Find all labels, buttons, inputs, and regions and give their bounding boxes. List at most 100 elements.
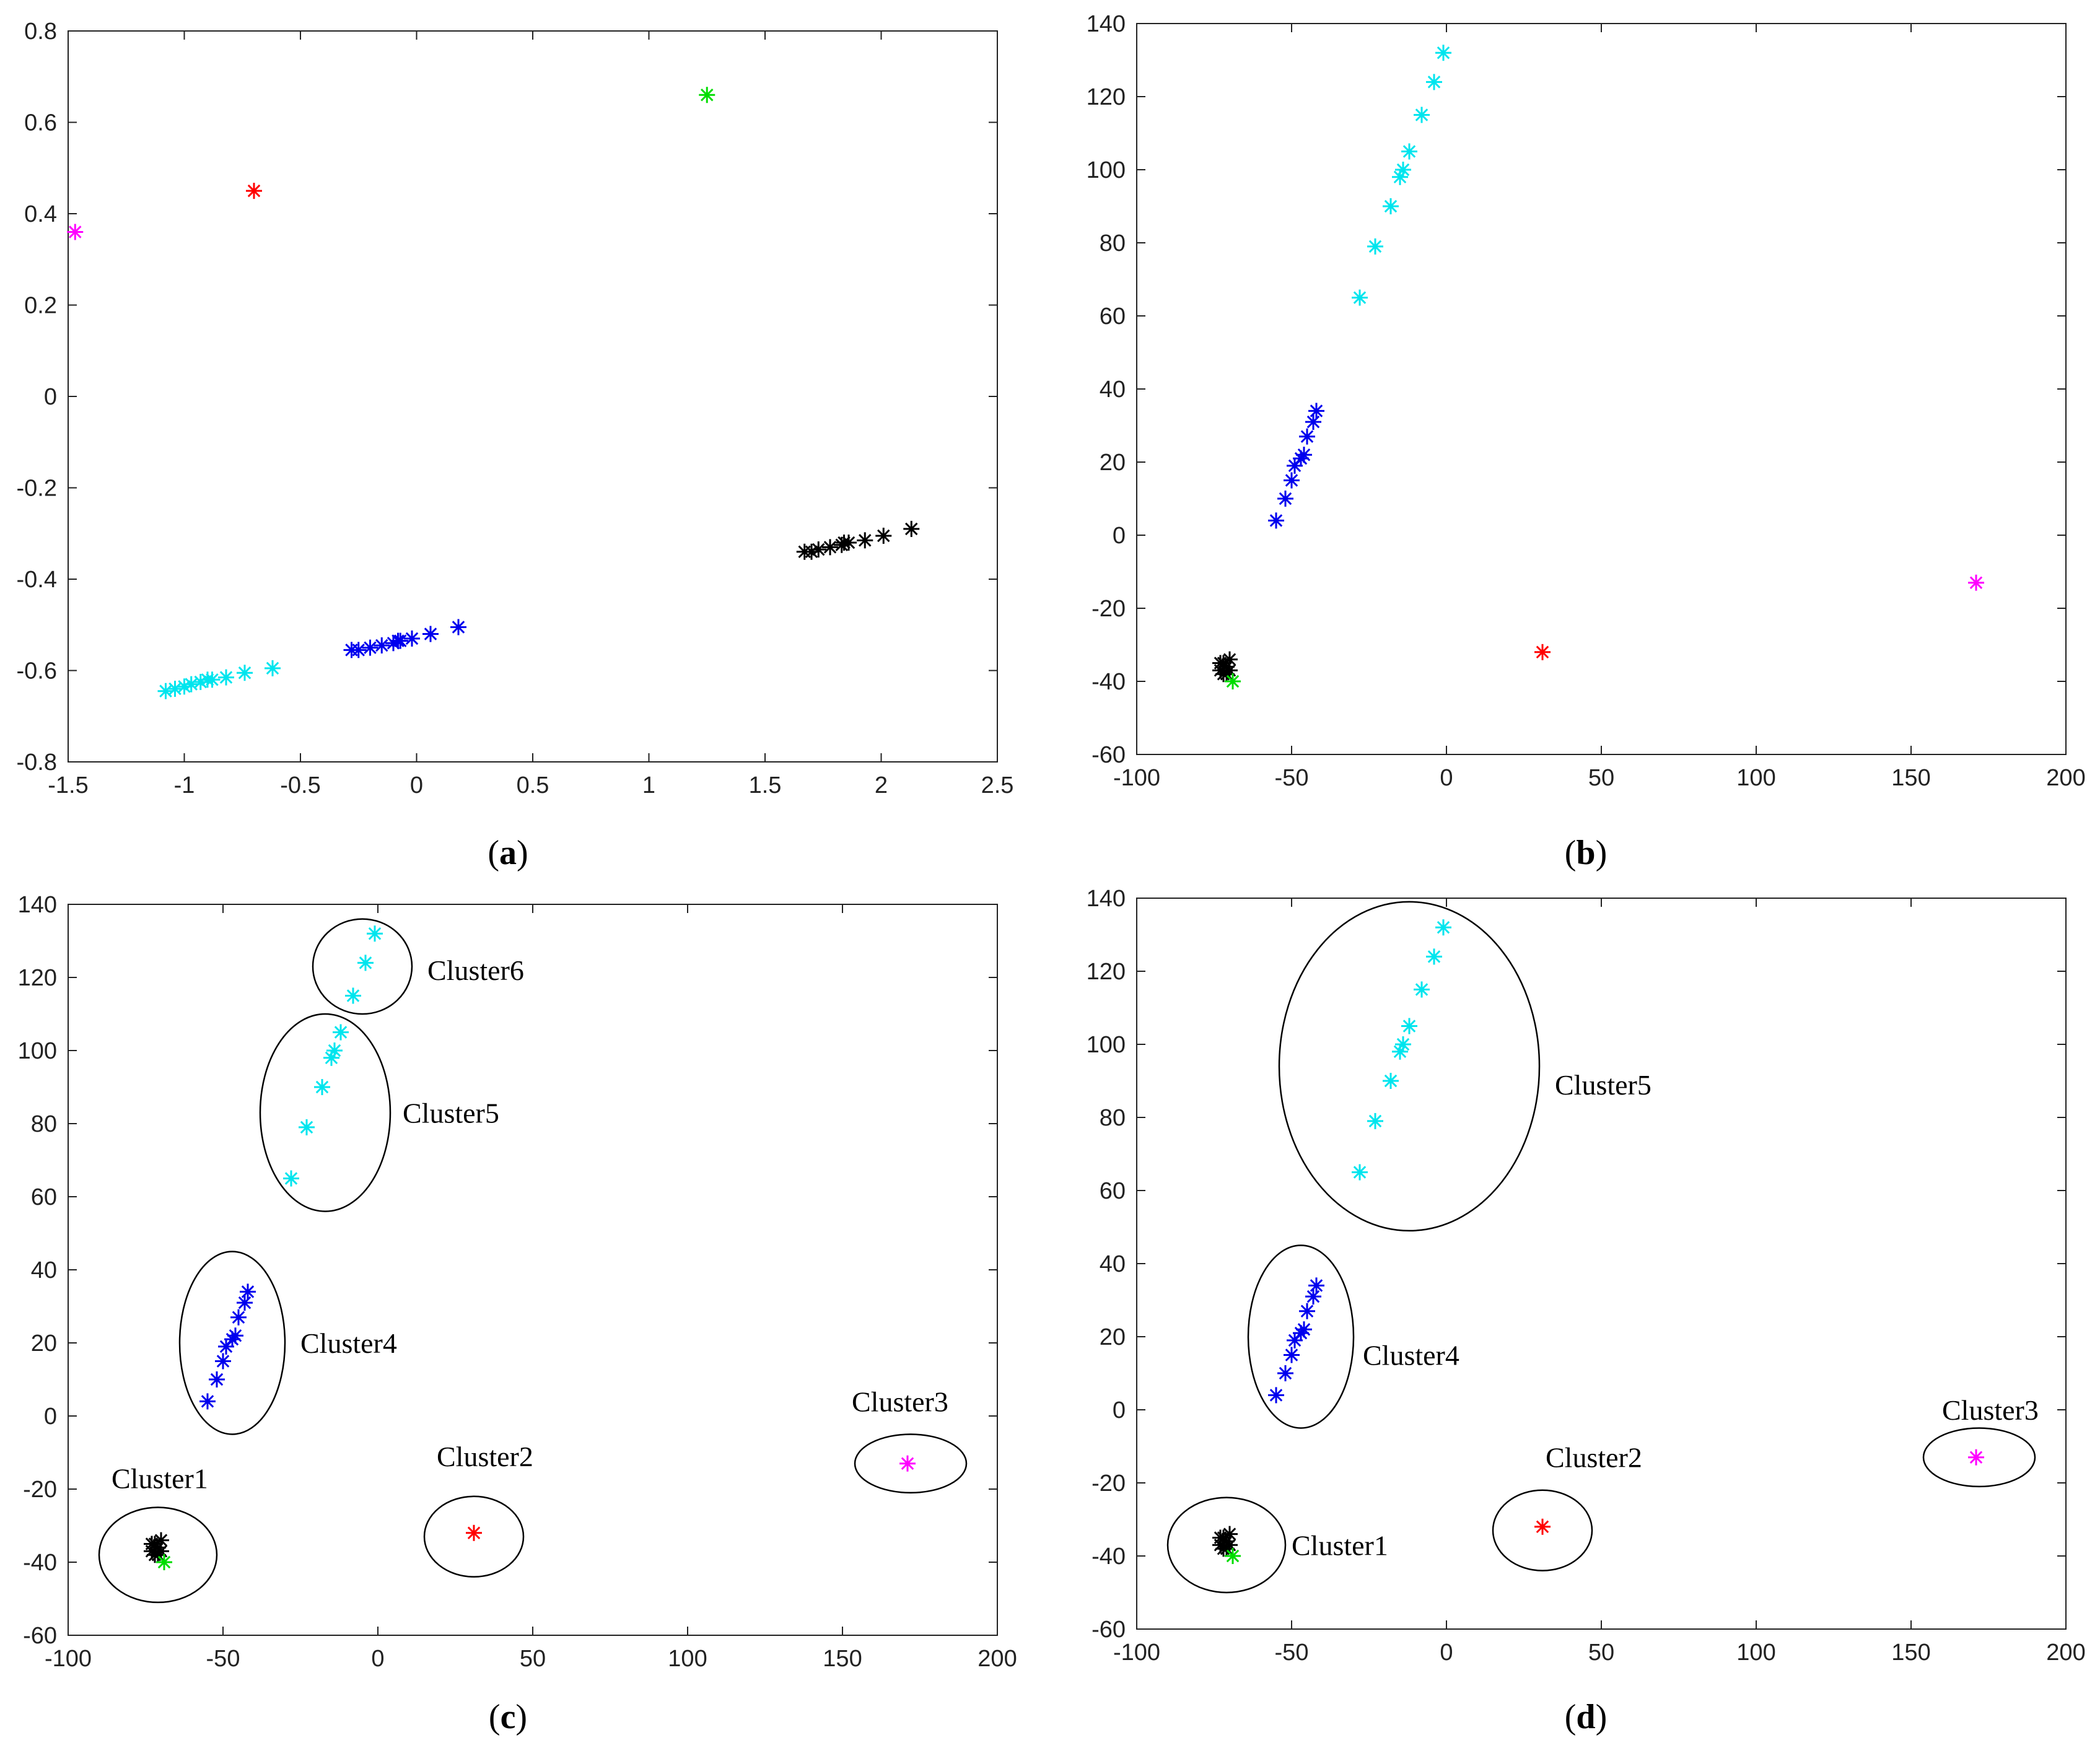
- y-tick-label: -40: [23, 1550, 57, 1576]
- cluster-label: Cluster5: [403, 1097, 499, 1129]
- cluster-ellipse: [312, 918, 413, 1015]
- cluster-ellipse: [1166, 1497, 1287, 1594]
- asterisk-stroke: [1223, 664, 1236, 677]
- asterisk-stroke: [210, 1373, 224, 1386]
- x-tick-label: 0.5: [517, 772, 549, 798]
- panel-a-marks: [67, 87, 920, 699]
- panel-b-label-letter: b: [1576, 834, 1595, 872]
- panel-a-ticks: -1.5 -1 -0.5 0 0.5 1 1.5 2 2.5 -0.8 -0.6 -0.4 -0.2 0 0…: [17, 19, 1014, 798]
- asterisk-stroke: [300, 1121, 313, 1134]
- panel-a-label-letter: a: [499, 834, 517, 872]
- x-tick-label: 50: [1588, 1640, 1614, 1666]
- x-tick-label: 150: [1891, 1640, 1930, 1666]
- x-tick-label: 50: [1588, 765, 1614, 791]
- x-tick-label: 50: [520, 1646, 546, 1672]
- asterisk-stroke: [364, 641, 377, 654]
- data-point-cyan: [357, 955, 374, 971]
- x-tick-label: -50: [1275, 1640, 1309, 1666]
- asterisk-stroke: [1285, 1348, 1298, 1361]
- asterisk-stroke: [1269, 514, 1283, 527]
- asterisk-stroke: [1402, 1020, 1416, 1033]
- data-point-blue: [1305, 414, 1321, 430]
- asterisk-stroke: [284, 1172, 298, 1185]
- cluster-label: Cluster5: [1555, 1069, 1652, 1101]
- panel-d-label-letter: d: [1576, 1698, 1595, 1736]
- panel-c-ticks: -100 -50 0 50 100 150 200 -60 -40 -20 0 20 40 60 80 100…: [18, 892, 1017, 1672]
- panel-a-label: (a): [488, 834, 528, 872]
- panel-d-marks: [1212, 919, 1984, 1564]
- data-point-green: [699, 87, 715, 103]
- asterisk-stroke: [185, 678, 198, 691]
- data-point-black: [810, 541, 827, 558]
- y-tick-label: 0: [44, 1404, 57, 1430]
- y-tick-label: 120: [1087, 959, 1126, 985]
- asterisk-stroke: [1214, 657, 1227, 670]
- y-tick-label: 140: [1087, 11, 1126, 37]
- data-point-cyan: [1383, 1073, 1399, 1089]
- asterisk-stroke: [1297, 448, 1311, 461]
- y-tick-label: 80: [1100, 230, 1126, 256]
- data-point-blue: [1296, 447, 1312, 463]
- x-tick-label: 100: [1736, 1640, 1775, 1666]
- cluster-label: Cluster2: [437, 1441, 533, 1472]
- asterisk-stroke: [1368, 240, 1382, 253]
- data-point-cyan: [1401, 1018, 1417, 1034]
- data-point-blue: [1284, 1347, 1300, 1363]
- asterisk-stroke: [1969, 576, 1983, 589]
- y-tick-label: 140: [1087, 886, 1126, 912]
- asterisk-stroke: [334, 1026, 348, 1039]
- y-tick-label: -0.4: [17, 567, 57, 593]
- data-point-magenta: [1968, 574, 1984, 591]
- y-tick-label: 60: [31, 1184, 57, 1210]
- asterisk-stroke: [219, 671, 233, 684]
- data-point-black: [1212, 655, 1228, 671]
- data-point-cyan: [299, 1119, 315, 1135]
- cluster-label: Cluster1: [112, 1462, 208, 1494]
- x-tick-label: 200: [978, 1646, 1017, 1672]
- asterisk-stroke: [194, 675, 208, 689]
- asterisk-stroke: [375, 639, 388, 652]
- asterisk-stroke: [823, 541, 837, 554]
- data-point-black: [875, 527, 892, 544]
- asterisk-stroke: [1384, 199, 1398, 213]
- asterisk-stroke: [368, 927, 382, 940]
- panel-d-annotations: Cluster1 Cluster2 Cluster3 Cluster4 Cluster5: [1166, 901, 2039, 1594]
- asterisk-stroke: [1226, 675, 1240, 688]
- asterisk-stroke: [352, 644, 365, 657]
- y-tick-label: -40: [1092, 669, 1126, 695]
- x-tick-label: 0: [371, 1646, 384, 1672]
- asterisk-stroke: [1427, 950, 1441, 963]
- x-tick-label: 150: [823, 1646, 862, 1672]
- y-tick-label: 80: [1100, 1105, 1126, 1131]
- asterisk-stroke: [154, 1545, 168, 1558]
- x-tick-label: 200: [2046, 1640, 2085, 1666]
- data-point-cyan: [265, 660, 281, 676]
- asterisk-stroke: [1269, 1389, 1283, 1402]
- data-point-blue: [1268, 1387, 1284, 1404]
- cluster-ellipse: [1247, 1244, 1355, 1429]
- data-point-blue: [392, 632, 409, 649]
- data-point-magenta: [67, 224, 84, 240]
- data-point-blue: [240, 1283, 256, 1300]
- cluster-label: Cluster2: [1546, 1442, 1642, 1474]
- cluster-ellipse: [1922, 1427, 2036, 1488]
- panel-c-label: (c): [489, 1698, 527, 1736]
- y-tick-label: 0: [1113, 1397, 1126, 1423]
- x-tick-label: -50: [206, 1646, 240, 1672]
- data-point-cyan: [1414, 981, 1430, 998]
- data-point-red: [466, 1524, 482, 1541]
- asterisk-stroke: [216, 1355, 230, 1368]
- data-point-blue: [199, 1393, 216, 1410]
- data-point-green: [156, 1554, 172, 1570]
- cluster-ellipse: [1492, 1489, 1593, 1571]
- asterisk-stroke: [1969, 1451, 1983, 1464]
- x-tick-label: 1: [642, 772, 655, 798]
- asterisk-stroke: [901, 1457, 914, 1470]
- cluster-label: Cluster6: [427, 955, 524, 986]
- x-tick-label: 2: [875, 772, 888, 798]
- y-tick-label: 20: [1100, 1324, 1126, 1350]
- asterisk-stroke: [424, 627, 437, 640]
- data-point-black: [903, 520, 920, 537]
- panel-d-ticks: -100 -50 0 50 100 150 200 -60 -40 -20 0 20 40 60 80 100…: [1087, 886, 2086, 1666]
